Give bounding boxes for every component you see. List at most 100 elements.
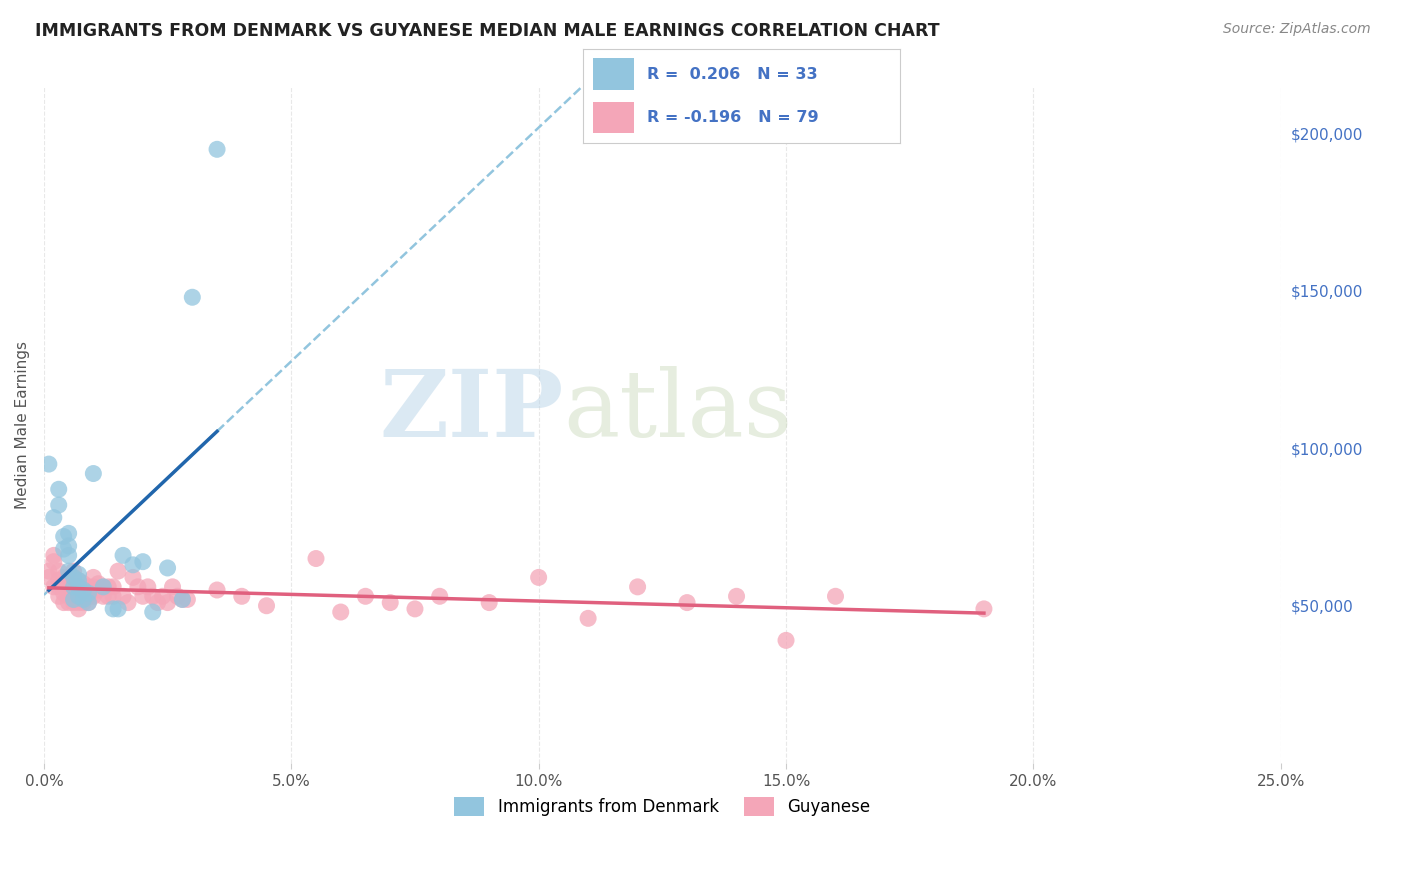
Point (122, 558, 145, 572)
Point (52, 580, 75, 594)
Point (42, 549, 65, 563)
Point (62, 570, 84, 584)
Point (676, 596, 699, 610)
Point (72, 592, 94, 607)
Point (112, 589, 135, 603)
Point (52, 586, 75, 600)
Point (38, 564, 60, 578)
Point (42, 555, 65, 569)
Point (58, 570, 80, 584)
Point (67, 574, 90, 588)
Point (146, 596, 169, 610)
Point (205, 582, 228, 597)
Point (87, 582, 110, 597)
Point (58, 589, 80, 603)
Point (42, 510, 65, 524)
Point (77, 586, 100, 600)
Point (58, 549, 80, 563)
Point (152, 589, 174, 603)
Point (77, 580, 100, 594)
Point (101, 589, 124, 603)
Point (77, 596, 100, 610)
Text: R = -0.196   N = 79: R = -0.196 N = 79 (647, 110, 818, 125)
Point (429, 589, 451, 603)
Point (48, 589, 70, 603)
Point (52, 596, 75, 610)
Point (72, 582, 94, 597)
Point (329, 605, 352, 619)
Point (166, 589, 188, 603)
Point (132, 555, 155, 569)
Point (576, 611, 599, 625)
Point (48, 580, 70, 594)
Point (127, 580, 149, 594)
Point (122, 570, 145, 584)
Point (52, 529, 75, 543)
Point (231, 589, 253, 603)
Point (52, 570, 75, 584)
Point (58, 580, 80, 594)
Point (117, 596, 139, 610)
Point (77, 589, 100, 603)
Point (67, 596, 90, 610)
Point (72, 596, 94, 610)
Point (87, 576, 110, 591)
Point (67, 567, 90, 582)
Point (62, 570, 84, 584)
Point (82, 570, 104, 584)
Point (72, 576, 94, 591)
Point (172, 592, 194, 607)
Point (91, 580, 114, 594)
Point (101, 580, 124, 594)
Point (82, 467, 104, 481)
Point (478, 596, 501, 610)
Text: R =  0.206   N = 33: R = 0.206 N = 33 (647, 67, 817, 82)
Point (58, 564, 80, 578)
Point (112, 549, 135, 563)
Point (305, 551, 328, 566)
Point (172, 592, 194, 607)
Point (142, 589, 165, 603)
Point (62, 564, 84, 578)
Point (52, 542, 75, 557)
Point (72, 582, 94, 597)
Y-axis label: Median Male Earnings: Median Male Earnings (15, 341, 30, 508)
Point (67, 574, 90, 588)
Point (91, 589, 114, 603)
Point (626, 580, 648, 594)
Point (42, 580, 65, 594)
Point (205, 142, 228, 156)
Point (156, 596, 179, 610)
Point (97, 589, 120, 603)
Point (48, 564, 70, 578)
Point (82, 580, 104, 594)
Point (58, 526, 80, 541)
Point (107, 602, 129, 616)
Point (62, 580, 84, 594)
FancyBboxPatch shape (593, 102, 634, 134)
Point (101, 602, 124, 616)
Point (91, 580, 114, 594)
Text: ZIP: ZIP (380, 367, 564, 456)
Point (725, 589, 748, 603)
Point (67, 580, 90, 594)
Text: IMMIGRANTS FROM DENMARK VS GUYANESE MEDIAN MALE EARNINGS CORRELATION CHART: IMMIGRANTS FROM DENMARK VS GUYANESE MEDI… (35, 22, 939, 40)
Point (181, 290, 204, 304)
Point (72, 589, 94, 603)
Point (38, 570, 60, 584)
Point (67, 602, 90, 616)
Point (824, 589, 846, 603)
Legend: Immigrants from Denmark, Guyanese: Immigrants from Denmark, Guyanese (447, 790, 877, 822)
Point (62, 596, 84, 610)
Point (97, 580, 120, 594)
Point (380, 596, 402, 610)
Point (48, 498, 70, 512)
Point (404, 602, 426, 616)
Text: Source: ZipAtlas.com: Source: ZipAtlas.com (1223, 22, 1371, 37)
Point (527, 570, 550, 584)
Point (256, 599, 278, 613)
Point (62, 589, 84, 603)
Point (132, 589, 155, 603)
Point (62, 592, 84, 607)
Point (67, 580, 90, 594)
